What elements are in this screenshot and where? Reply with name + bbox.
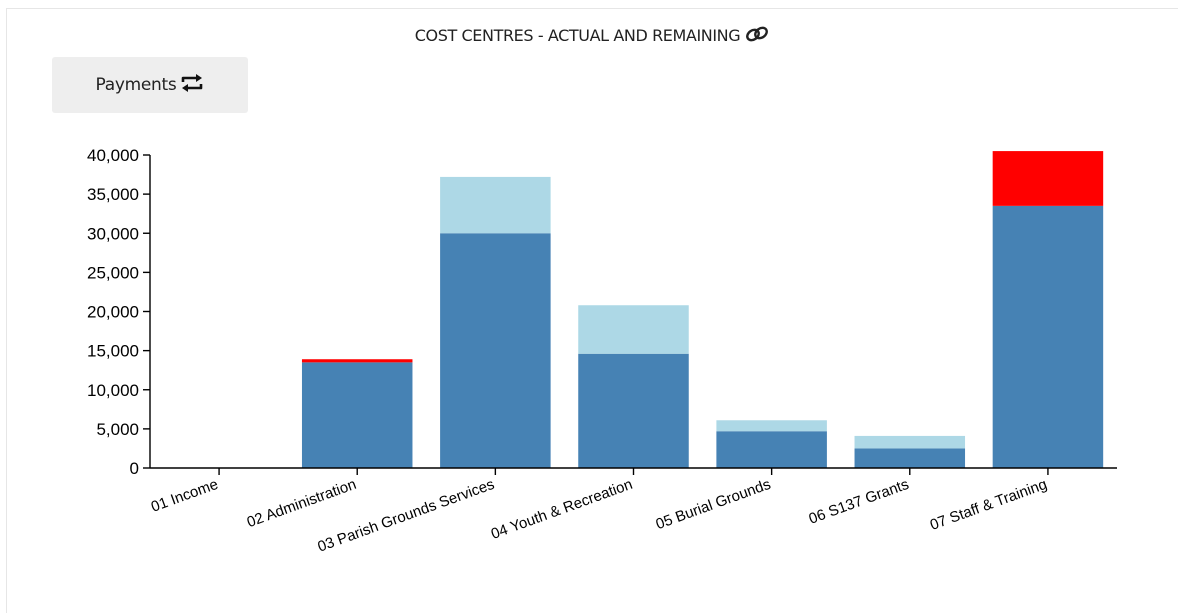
bar-overspend-6[interactable] [992,151,1104,206]
y-tick-label: 30,000 [87,224,139,243]
y-tick-label: 10,000 [87,381,139,400]
x-tick-label: 04 Youth & Recreation [489,476,635,543]
bar-actual-5[interactable] [854,448,966,468]
y-axis: 0 5,000 10,000 15,000 20,000 25,000 30,000 35,0… [87,146,151,478]
bar-actual-3[interactable] [578,353,689,468]
y-tick-label: 20,000 [87,303,139,322]
x-tick-label: 02 Administration [245,476,359,531]
x-tick-label: 01 Income [149,476,221,516]
chart-title-row: COST CENTRES - ACTUAL AND REMAINING [0,24,1178,48]
y-tick-label: 25,000 [87,263,139,282]
bar-actual-2[interactable] [440,233,551,468]
y-tick-label: 0 [130,459,139,478]
x-tick-label: 05 Burial Grounds [654,476,773,533]
bar-remaining-5[interactable] [854,435,966,449]
bar-remaining-2[interactable] [440,176,551,234]
link-icon[interactable] [744,24,770,48]
x-tick-label: 06 S137 Grants [807,476,912,528]
payments-toggle-button[interactable]: Payments [52,57,248,113]
bar-remaining-4[interactable] [716,420,827,432]
chart-title: COST CENTRES - ACTUAL AND REMAINING [414,26,741,45]
bar-actual-6[interactable] [992,205,1104,469]
x-tick-label: 07 Staff & Training [928,476,1050,534]
y-tick-label: 40,000 [87,146,139,165]
bar-overspend-1[interactable] [301,359,413,363]
bars-layer [301,151,1104,469]
bar-actual-4[interactable] [716,431,827,468]
payments-label: Payments [95,75,177,95]
y-tick-label: 35,000 [87,185,139,204]
y-tick-label: 5,000 [96,420,139,439]
y-tick-label: 15,000 [87,342,139,361]
bar-remaining-3[interactable] [578,305,689,354]
swap-arrows-icon [180,73,204,98]
bar-actual-1[interactable] [301,362,413,468]
